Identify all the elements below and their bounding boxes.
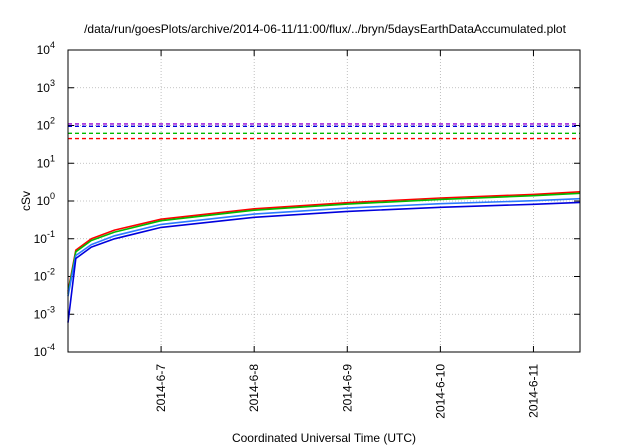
y-tick-label: 104 xyxy=(37,40,55,57)
y-tick-label: 102 xyxy=(37,116,55,133)
x-tick-label: 2014-6-7 xyxy=(154,364,168,412)
y-tick-label: 103 xyxy=(37,78,55,95)
y-axis-ticks: 10-4 10-3 10-2 10-1 100 101 102 103 104 xyxy=(34,40,580,359)
y-tick-label: 10-1 xyxy=(34,229,55,246)
y-axis-label: cSv xyxy=(19,191,33,211)
x-tick-label: 2014-6-9 xyxy=(340,364,354,412)
y-tick-label: 101 xyxy=(37,153,55,170)
y-tick-label: 10-4 xyxy=(34,342,55,359)
series-group xyxy=(67,123,581,323)
series-line xyxy=(67,191,581,292)
x-axis-label: Coordinated Universal Time (UTC) xyxy=(232,431,416,445)
series-line xyxy=(67,201,581,323)
x-axis-ticks: 2014-6-7 2014-6-8 2014-6-9 2014-6-10 2014-6-… xyxy=(154,50,540,419)
y-tick-label: 10-3 xyxy=(34,304,55,321)
x-tick-label: 2014-6-10 xyxy=(433,364,447,419)
x-tick-label: 2014-6-8 xyxy=(247,364,261,412)
series-line xyxy=(67,197,581,297)
series-line xyxy=(67,192,581,294)
chart-title: /data/run/goesPlots/archive/2014-06-11/1… xyxy=(84,22,567,36)
y-tick-label: 100 xyxy=(37,191,55,208)
plot-frame xyxy=(67,49,581,353)
y-tick-label: 10-2 xyxy=(34,267,55,284)
x-tick-label: 2014-6-11 xyxy=(526,364,540,418)
